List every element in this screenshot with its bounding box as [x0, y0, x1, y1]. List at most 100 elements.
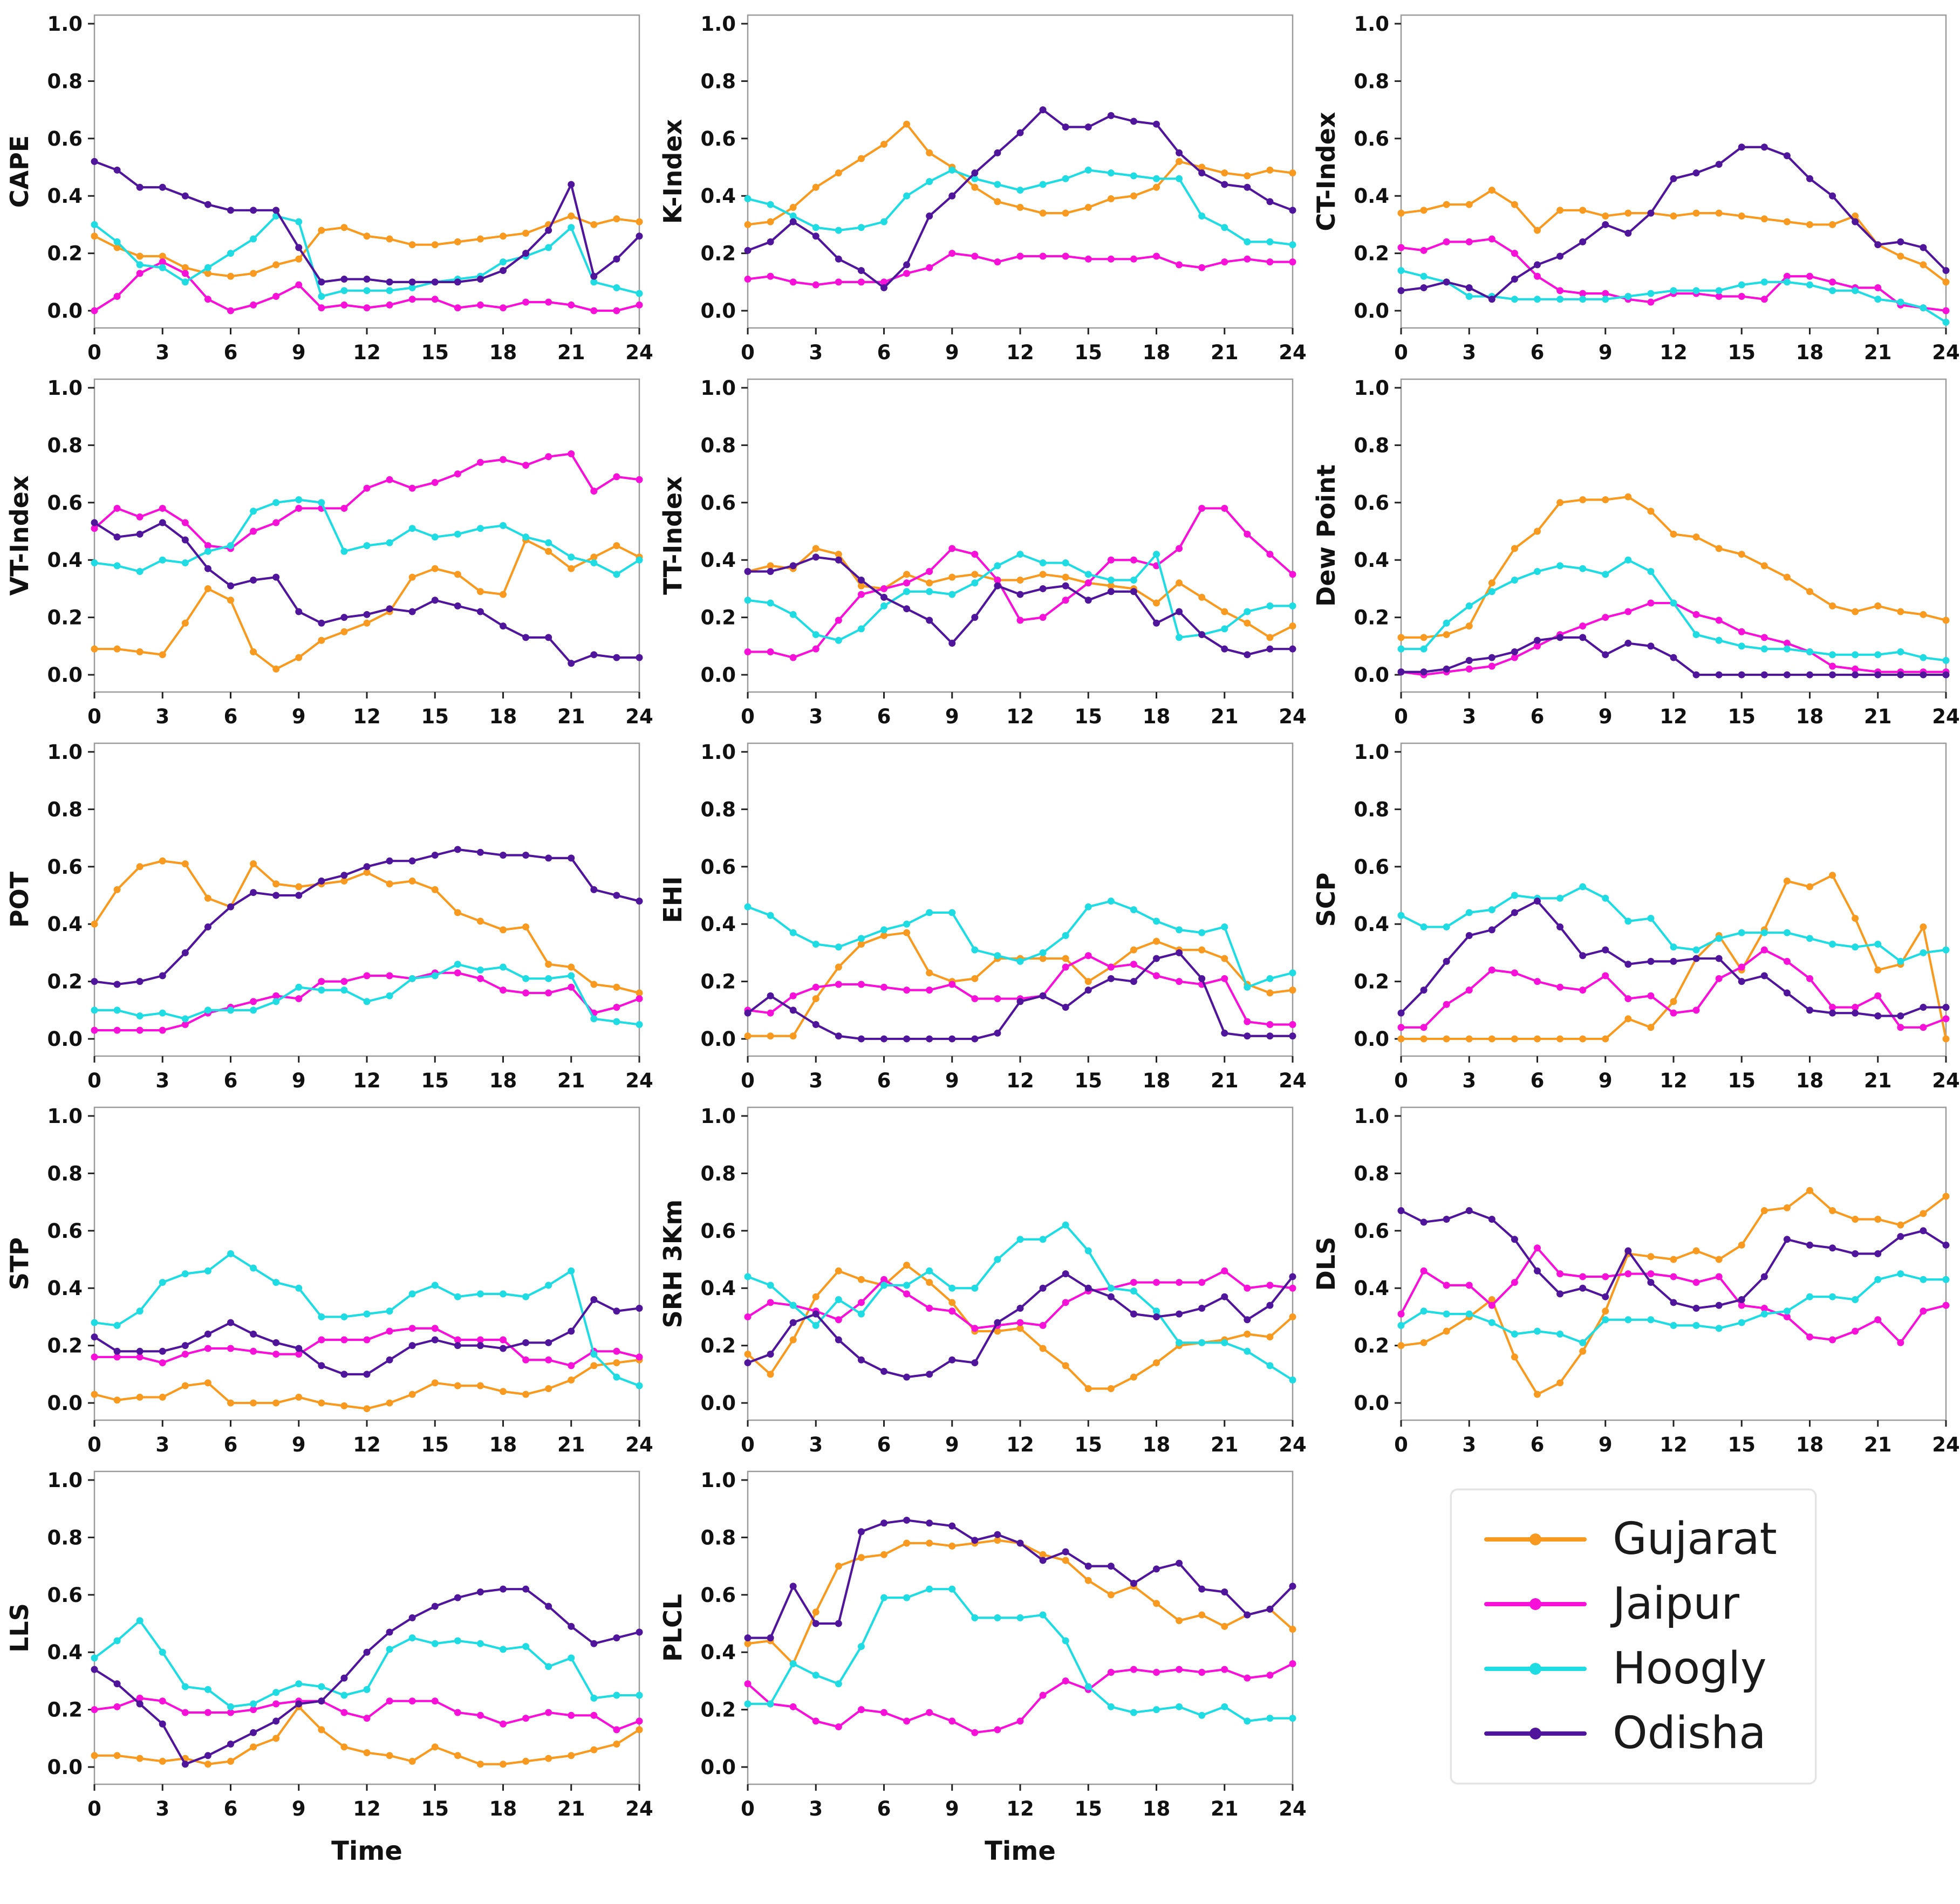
svg-text:21: 21 — [1211, 1433, 1239, 1456]
svg-text:21: 21 — [1211, 341, 1239, 364]
svg-text:12: 12 — [1659, 705, 1688, 728]
svg-text:1.0: 1.0 — [47, 12, 83, 36]
svg-text:24: 24 — [1932, 1433, 1960, 1456]
svg-text:0.0: 0.0 — [700, 299, 736, 323]
svg-text:0: 0 — [87, 1433, 101, 1456]
svg-text:Time: Time — [985, 1836, 1056, 1866]
series-jaipur-line — [93, 261, 640, 312]
svg-text:9: 9 — [292, 1433, 306, 1456]
svg-text:18: 18 — [1143, 1797, 1171, 1820]
svg-text:24: 24 — [1932, 1069, 1960, 1092]
series-hoogly-line — [94, 498, 640, 576]
svg-text:6: 6 — [877, 1797, 891, 1820]
plot-plcl: 0.0 0.2 0.4 0.6 0.8 1.0 0 3 6 9 12 15 18 21 24 PLCL Time — [658, 1469, 1307, 1866]
svg-text:0.2: 0.2 — [1354, 1334, 1389, 1358]
svg-text:0: 0 — [1394, 705, 1408, 728]
hoogly-line-sample-icon — [1484, 1663, 1587, 1675]
series-odisha-line — [1401, 146, 1947, 300]
svg-text:0.8: 0.8 — [47, 434, 83, 457]
svg-text:21: 21 — [1211, 705, 1239, 728]
svg-text:9: 9 — [1599, 1069, 1613, 1092]
series-gujarat-line — [94, 1359, 640, 1410]
svg-text:12: 12 — [1006, 705, 1034, 728]
svg-text:24: 24 — [1279, 341, 1307, 364]
svg-text:9: 9 — [945, 705, 959, 728]
svg-text:Dew Point: Dew Point — [1312, 464, 1341, 607]
svg-text:0.2: 0.2 — [1354, 242, 1389, 265]
svg-text:0.4: 0.4 — [700, 913, 736, 936]
svg-text:12: 12 — [353, 1069, 381, 1092]
legend-box: Gujarat Jaipur Hoogly Odisha — [1450, 1489, 1816, 1784]
svg-text:21: 21 — [1864, 1433, 1892, 1456]
svg-text:18: 18 — [489, 341, 517, 364]
svg-text:0.6: 0.6 — [1354, 127, 1389, 150]
svg-text:0.6: 0.6 — [47, 491, 83, 515]
svg-text:STP: STP — [5, 1237, 34, 1290]
svg-text:15: 15 — [421, 1797, 449, 1820]
svg-text:9: 9 — [1599, 1433, 1613, 1456]
series-hoogly-line — [747, 900, 1293, 989]
svg-text:0: 0 — [1394, 1069, 1408, 1092]
svg-text:0: 0 — [87, 705, 101, 728]
series-jaipur-line — [1401, 237, 1947, 312]
svg-text:3: 3 — [809, 1433, 823, 1456]
panel-ehi: 0.0 0.2 0.4 0.6 0.8 1.0 0 3 6 9 12 15 18 21 24 EHI — [653, 728, 1307, 1092]
svg-text:0.2: 0.2 — [700, 1334, 736, 1358]
svg-text:0.6: 0.6 — [1354, 855, 1389, 879]
svg-text:24: 24 — [1279, 1433, 1307, 1456]
plot-dls: 0.0 0.2 0.4 0.6 0.8 1.0 0 3 6 9 12 15 18 21 24 DLS — [1312, 1105, 1960, 1456]
svg-text:0.0: 0.0 — [47, 299, 83, 323]
plot-ehi: 0.0 0.2 0.4 0.6 0.8 1.0 0 3 6 9 12 15 18 21 24 EHI — [658, 741, 1307, 1092]
panel-lls: 0.0 0.2 0.4 0.6 0.8 1.0 0 3 6 9 12 15 18 21 24 LLS Time — [0, 1456, 653, 1904]
svg-text:3: 3 — [155, 1069, 169, 1092]
svg-text:24: 24 — [625, 1069, 653, 1092]
series-gujarat-line — [748, 932, 1293, 1037]
svg-text:18: 18 — [489, 1069, 517, 1092]
svg-text:6: 6 — [224, 341, 238, 364]
svg-text:21: 21 — [1211, 1069, 1239, 1092]
svg-text:3: 3 — [809, 1797, 823, 1820]
svg-text:1.0: 1.0 — [47, 1469, 83, 1492]
svg-text:0.2: 0.2 — [1354, 970, 1389, 994]
svg-text:SRH 3Km: SRH 3Km — [658, 1200, 687, 1328]
svg-text:0.0: 0.0 — [1354, 1028, 1389, 1051]
svg-text:12: 12 — [1006, 1433, 1034, 1456]
svg-text:3: 3 — [809, 341, 823, 364]
series-hoogly-line — [93, 215, 640, 298]
series-odisha-line — [748, 556, 1293, 656]
svg-text:0.4: 0.4 — [700, 549, 736, 572]
svg-text:1.0: 1.0 — [47, 1105, 83, 1128]
svg-text:15: 15 — [421, 341, 449, 364]
svg-text:3: 3 — [809, 1069, 823, 1092]
svg-text:15: 15 — [1075, 1797, 1103, 1820]
svg-text:0.0: 0.0 — [1354, 663, 1389, 687]
svg-text:18: 18 — [1143, 1069, 1171, 1092]
svg-text:24: 24 — [1279, 705, 1307, 728]
legend-item-hoogly: Hoogly — [1484, 1647, 1777, 1691]
svg-text:21: 21 — [1864, 341, 1892, 364]
svg-text:0: 0 — [741, 705, 755, 728]
svg-text:6: 6 — [1531, 705, 1545, 728]
svg-text:0.6: 0.6 — [700, 1220, 736, 1243]
svg-text:0: 0 — [87, 1069, 101, 1092]
svg-text:0: 0 — [741, 1433, 755, 1456]
svg-text:9: 9 — [292, 1797, 306, 1820]
svg-text:DLS: DLS — [1312, 1237, 1341, 1291]
legend-item-odisha: Odisha — [1484, 1711, 1777, 1756]
svg-text:0.4: 0.4 — [700, 1277, 736, 1300]
svg-text:12: 12 — [1006, 1797, 1034, 1820]
svg-text:21: 21 — [557, 1797, 585, 1820]
svg-text:0.2: 0.2 — [47, 1334, 83, 1358]
svg-text:0.6: 0.6 — [1354, 1220, 1389, 1243]
svg-text:24: 24 — [1932, 341, 1960, 364]
svg-text:18: 18 — [1143, 1433, 1171, 1456]
svg-text:21: 21 — [557, 1069, 585, 1092]
svg-text:15: 15 — [421, 1433, 449, 1456]
panel-cape: 0.0 0.2 0.4 0.6 0.8 1.0 0 3 6 9 12 15 18 21 24 CAPE — [0, 0, 653, 364]
svg-text:6: 6 — [1531, 1069, 1545, 1092]
svg-text:0.4: 0.4 — [47, 1641, 83, 1664]
svg-text:0.6: 0.6 — [700, 491, 736, 515]
svg-text:9: 9 — [945, 1433, 959, 1456]
series-gujarat-line — [1401, 189, 1947, 283]
svg-text:18: 18 — [1796, 341, 1824, 364]
